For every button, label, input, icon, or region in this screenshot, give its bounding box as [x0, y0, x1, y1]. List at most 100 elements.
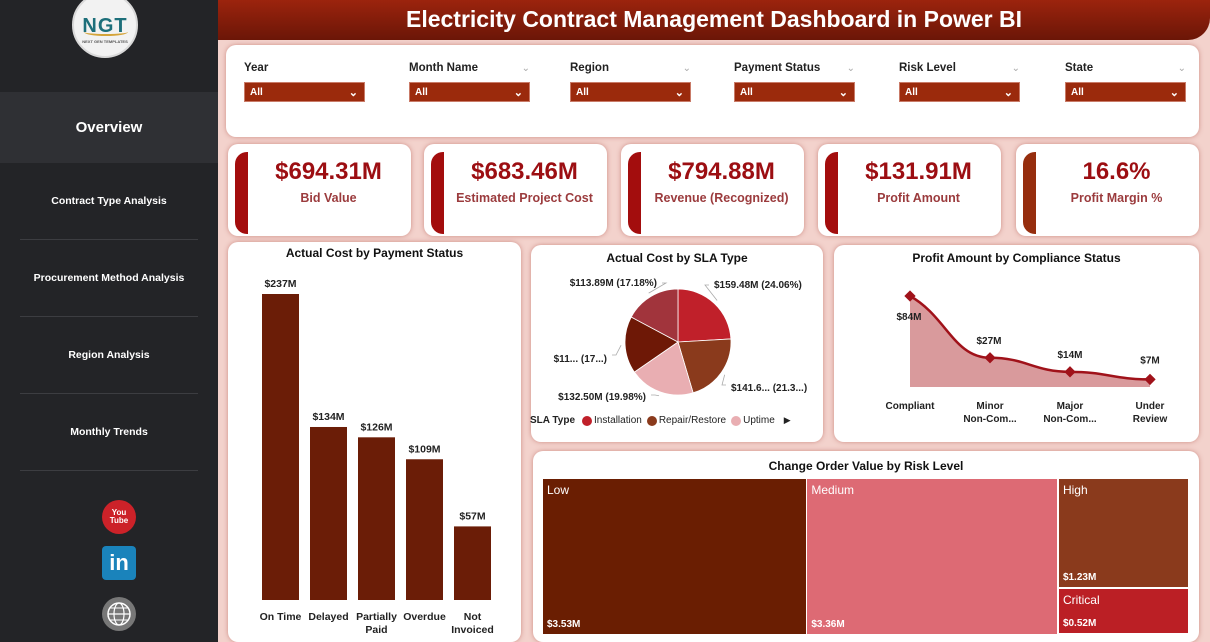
treemap-tile-medium[interactable]: Medium $3.36M	[807, 479, 1058, 634]
chevron-down-icon[interactable]: ⌄	[1177, 62, 1186, 74]
data-label: $14M	[1057, 350, 1082, 361]
kpi-estimated-project-cost: $683.46M Estimated Project Cost	[424, 144, 607, 236]
x-tick-label: Under	[1136, 401, 1165, 412]
slicer-state[interactable]: State ⌄ All ⌄	[1065, 60, 1186, 102]
pie-slice	[630, 288, 679, 343]
kpi-value: $794.88M	[668, 158, 775, 185]
change-order-value-by-risk-level-chart: Change Order Value by Risk Level Low $3.5…	[533, 451, 1199, 642]
chevron-down-icon: ⌄	[348, 86, 358, 99]
kpi-value: $694.31M	[275, 158, 382, 185]
slicer-year[interactable]: Year All ⌄	[244, 60, 365, 102]
pie-chart-svg: $159.48M (24.06%) $141.6... (21.3...) $132…	[554, 278, 808, 403]
chevron-down-icon[interactable]: ⌄	[846, 62, 855, 74]
region-dropdown[interactable]: All ⌄	[570, 82, 691, 102]
month-dropdown[interactable]: All ⌄	[409, 82, 530, 102]
slicer-payment-status[interactable]: Payment Status ⌄ All ⌄	[734, 60, 855, 102]
risk-level-dropdown[interactable]: All ⌄	[899, 82, 1020, 102]
dropdown-value: All	[250, 86, 263, 98]
slicer-month-name[interactable]: Month Name ⌄ All ⌄	[409, 60, 530, 102]
bar-on-time	[262, 294, 299, 600]
chevron-down-icon[interactable]: ⌄	[1011, 62, 1020, 74]
area-fill	[910, 296, 1150, 387]
kpi-accent-bar	[628, 152, 641, 234]
bar-overdue	[406, 459, 443, 600]
legend-dot	[582, 415, 593, 426]
data-label: $84M	[896, 312, 921, 323]
actual-cost-by-sla-type-chart: Actual Cost by SLA Type $159.48M (24.06%…	[530, 245, 823, 442]
pie-slice	[624, 316, 679, 373]
youtube-icon[interactable]: You Tube	[102, 500, 136, 534]
pie-data-label: $113.89M (17.18%)	[570, 278, 657, 289]
kpi-accent-bar	[235, 152, 248, 234]
nav-procurement-method-analysis[interactable]: Procurement Method Analysis	[20, 240, 198, 317]
nav-monthly-trends[interactable]: Monthly Trends	[20, 394, 198, 471]
x-tick-label: Review	[1133, 414, 1168, 425]
pie-slice	[677, 338, 732, 394]
x-tick-label: Non-Com...	[1043, 414, 1097, 425]
tile-value: $1.23M	[1062, 572, 1097, 584]
logo-subtitle: NEXT GEN TEMPLATES	[82, 38, 128, 44]
legend-item-uptime[interactable]: Uptime	[729, 415, 775, 426]
year-dropdown[interactable]: All ⌄	[244, 82, 365, 102]
legend-title: SLA Type	[530, 415, 576, 426]
data-label: $126M	[360, 421, 392, 433]
tile-label: Critical	[1062, 592, 1100, 607]
chevron-down-icon: ⌄	[1003, 86, 1013, 99]
slicer-label: Risk Level	[899, 62, 956, 74]
payment-status-dropdown[interactable]: All ⌄	[734, 82, 855, 102]
slicer-label: Payment Status	[734, 62, 821, 74]
pie-data-label: $132.50M (19.98%)	[558, 392, 646, 403]
chevron-down-icon: ⌄	[674, 86, 684, 99]
globe-www-icon[interactable]	[102, 597, 136, 631]
slicer-label: State	[1065, 62, 1094, 74]
linkedin-label: in	[109, 550, 129, 575]
pie-slice	[633, 341, 694, 396]
tile-value: $3.53M	[547, 618, 581, 630]
treemap: Low $3.53M Medium $3.36M High $1.23M Critical $…	[543, 479, 1190, 635]
data-point-marker	[1144, 373, 1156, 386]
pie-legend: SLA Type Installation Repair/Restore Upt…	[530, 415, 823, 426]
nav-region-analysis[interactable]: Region Analysis	[20, 317, 198, 394]
data-label: $7M	[1140, 355, 1159, 366]
x-tick-label: Minor	[976, 401, 1003, 412]
youtube-label: You Tube	[109, 508, 129, 525]
treemap-tile-critical[interactable]: Critical $0.52M	[1058, 588, 1189, 634]
kpi-value: $683.46M	[471, 158, 578, 185]
legend-next-arrow-icon[interactable]: ▶	[783, 415, 791, 425]
bar-not-invoiced	[454, 526, 491, 600]
x-tick-label: Delayed	[308, 611, 348, 623]
sidebar: NGT NEXT GEN TEMPLATES Overview Contract…	[0, 0, 218, 642]
treemap-tile-low[interactable]: Low $3.53M	[543, 479, 806, 634]
slicer-risk-level[interactable]: Risk Level ⌄ All ⌄	[899, 60, 1020, 102]
filter-panel: Year All ⌄ Month Name ⌄ All ⌄ Region ⌄ All ⌄ …	[226, 45, 1199, 137]
state-dropdown[interactable]: All ⌄	[1065, 82, 1186, 102]
kpi-value: $131.91M	[865, 158, 972, 185]
legend-item-repair-restore[interactable]: Repair/Restore	[645, 415, 726, 426]
nav-contract-type-analysis[interactable]: Contract Type Analysis	[20, 163, 198, 240]
tile-value: $3.36M	[811, 618, 845, 630]
chevron-down-icon[interactable]: ⌄	[682, 62, 691, 74]
kpi-label: Profit Margin %	[1070, 191, 1163, 205]
nav-overview[interactable]: Overview	[0, 92, 218, 163]
x-tick-label: Major	[1057, 401, 1084, 412]
chevron-down-icon[interactable]: ⌄	[521, 62, 530, 74]
legend-item-installation[interactable]: Installation	[580, 415, 642, 426]
actual-cost-by-payment-status-chart: Actual Cost by Payment Status $237M On Ti…	[228, 242, 521, 642]
kpi-value: 16.6%	[1082, 158, 1151, 185]
treemap-tile-high[interactable]: High $1.23M	[1058, 479, 1189, 588]
ngt-logo: NGT NEXT GEN TEMPLATES	[72, 0, 138, 58]
globe-glyph	[107, 602, 131, 626]
series-line	[909, 294, 1151, 381]
leader-line	[651, 394, 660, 397]
kpi-profit-amount: $131.91M Profit Amount	[818, 144, 1001, 236]
x-tick-label: Paid	[365, 624, 387, 636]
chart-title: Actual Cost by Payment Status	[285, 246, 464, 260]
slicer-label: Region	[570, 62, 609, 74]
legend-label: Installation	[594, 415, 642, 426]
slicer-region[interactable]: Region ⌄ All ⌄	[570, 60, 691, 102]
chevron-down-icon: ⌄	[1169, 86, 1179, 99]
leader-line	[704, 284, 718, 301]
linkedin-icon[interactable]: in	[102, 546, 136, 580]
pie-data-label: $11... (17...)	[554, 354, 607, 365]
data-label: $134M	[312, 411, 344, 423]
